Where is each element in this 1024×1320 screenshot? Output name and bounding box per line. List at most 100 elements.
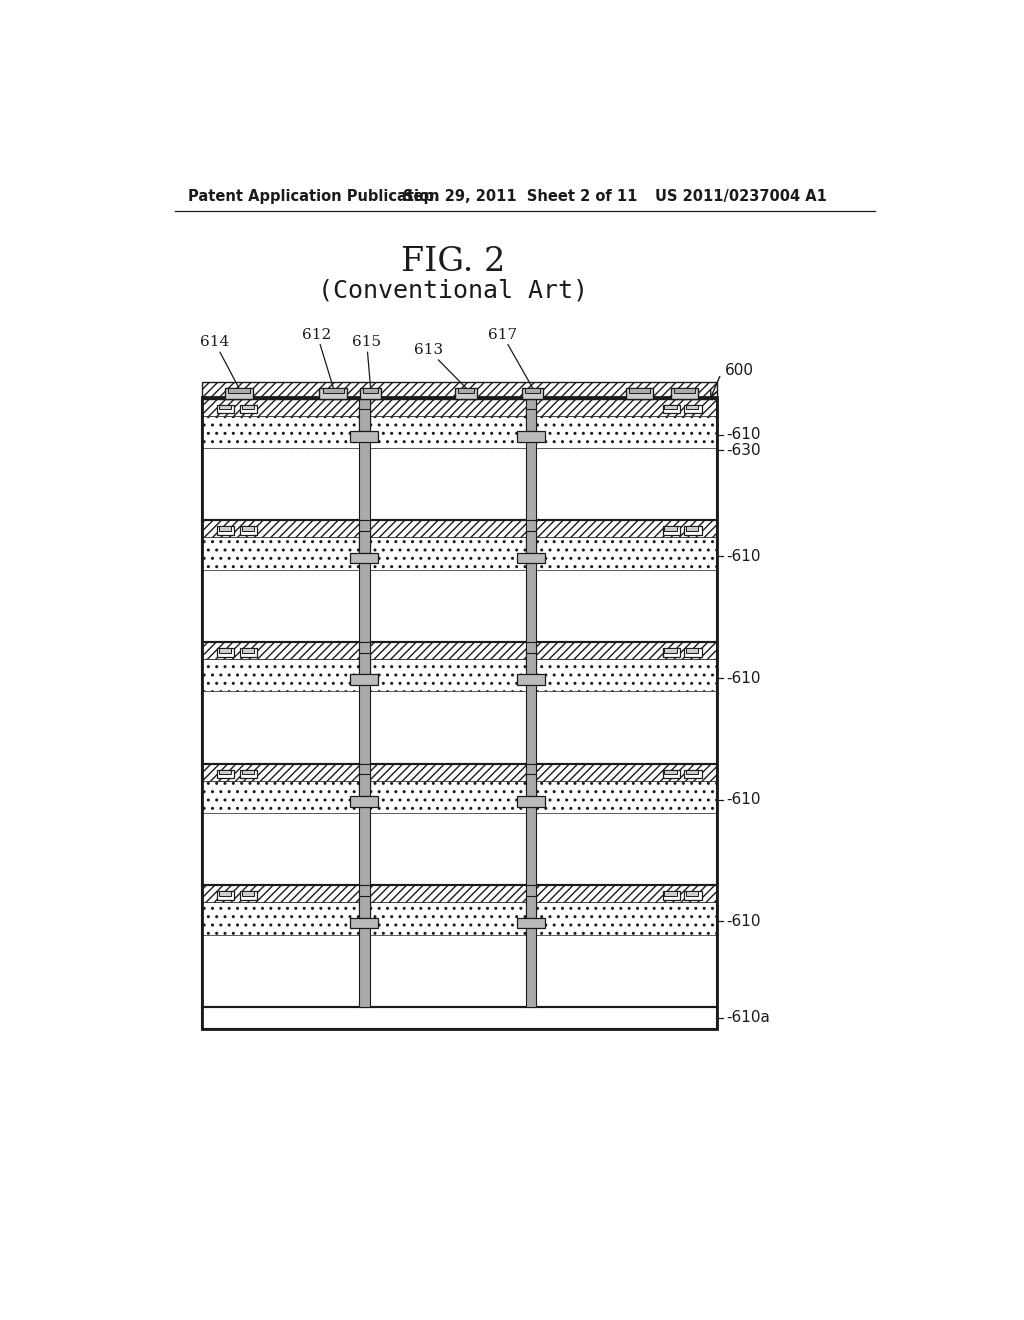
Bar (517, 430, 545, 442)
Bar (202, 520, 717, 642)
Bar (359, 775, 370, 796)
Bar (663, 527, 680, 535)
Bar (663, 770, 680, 779)
Bar (665, 648, 677, 653)
Bar (686, 527, 698, 531)
Bar (202, 399, 717, 416)
Bar (202, 537, 717, 570)
Bar (217, 648, 234, 656)
Bar (517, 796, 545, 807)
Text: 617: 617 (487, 327, 532, 388)
Bar (684, 648, 701, 656)
Bar (241, 527, 257, 535)
Bar (359, 763, 370, 886)
Bar (241, 891, 257, 900)
Bar (359, 520, 370, 549)
Bar (686, 891, 698, 896)
Text: -610: -610 (726, 549, 761, 564)
Bar (359, 886, 370, 1007)
Text: -610a: -610a (726, 1010, 770, 1026)
Bar (525, 399, 537, 428)
Bar (359, 409, 370, 430)
Bar (202, 1007, 717, 1028)
Bar (517, 917, 545, 928)
Bar (202, 886, 717, 903)
Bar (458, 388, 474, 393)
Text: US 2011/0237004 A1: US 2011/0237004 A1 (655, 189, 826, 205)
Bar (241, 770, 257, 779)
Bar (323, 388, 344, 393)
Bar (525, 520, 537, 642)
Bar (525, 642, 537, 671)
Text: Sep. 29, 2011  Sheet 2 of 11: Sep. 29, 2011 Sheet 2 of 11 (403, 189, 638, 205)
Bar (219, 527, 231, 531)
Bar (217, 891, 234, 900)
Bar (359, 763, 370, 792)
Text: -610: -610 (726, 913, 761, 929)
Bar (359, 399, 370, 520)
Bar (202, 399, 717, 520)
Bar (228, 388, 250, 393)
Bar (686, 648, 698, 653)
Bar (217, 770, 234, 779)
Bar (202, 692, 717, 763)
Bar (219, 770, 231, 775)
Bar (319, 388, 347, 399)
Bar (524, 388, 541, 393)
Bar (525, 520, 537, 549)
Bar (350, 796, 378, 807)
Text: 613: 613 (414, 343, 466, 388)
Bar (684, 891, 701, 900)
Bar (359, 896, 370, 917)
Bar (202, 570, 717, 642)
Bar (202, 416, 717, 447)
Bar (350, 553, 378, 564)
Bar (359, 531, 370, 553)
Bar (629, 388, 650, 393)
Bar (359, 642, 370, 763)
Text: Patent Application Publication: Patent Application Publication (188, 189, 440, 205)
Bar (359, 886, 370, 913)
Text: 600: 600 (725, 363, 754, 378)
Bar (241, 405, 257, 413)
Bar (217, 405, 234, 413)
Bar (359, 520, 370, 642)
Bar (202, 780, 717, 813)
Bar (202, 520, 717, 537)
Bar (525, 653, 537, 675)
Bar (242, 527, 254, 531)
Bar (671, 388, 698, 399)
Bar (359, 653, 370, 675)
Bar (665, 770, 677, 775)
Bar (202, 397, 717, 1028)
Bar (359, 642, 370, 671)
Bar (225, 388, 253, 399)
Bar (525, 896, 537, 917)
Bar (663, 648, 680, 656)
Bar (674, 388, 695, 393)
Bar (686, 770, 698, 775)
Bar (684, 405, 701, 413)
Text: 615: 615 (352, 335, 381, 388)
Bar (362, 388, 378, 393)
Bar (525, 775, 537, 796)
Bar (525, 531, 537, 553)
Bar (202, 642, 717, 659)
Bar (241, 648, 257, 656)
Bar (202, 763, 717, 780)
Bar (202, 447, 717, 520)
Bar (219, 405, 231, 409)
Bar (242, 648, 254, 653)
Bar (202, 813, 717, 886)
Bar (665, 527, 677, 531)
Bar (359, 399, 370, 428)
Bar (202, 642, 717, 763)
Bar (202, 381, 717, 399)
Bar (663, 405, 680, 413)
Bar (684, 527, 701, 535)
Bar (202, 903, 717, 935)
Bar (455, 388, 477, 399)
Text: -630: -630 (726, 442, 761, 458)
Bar (665, 891, 677, 896)
Bar (521, 388, 544, 399)
